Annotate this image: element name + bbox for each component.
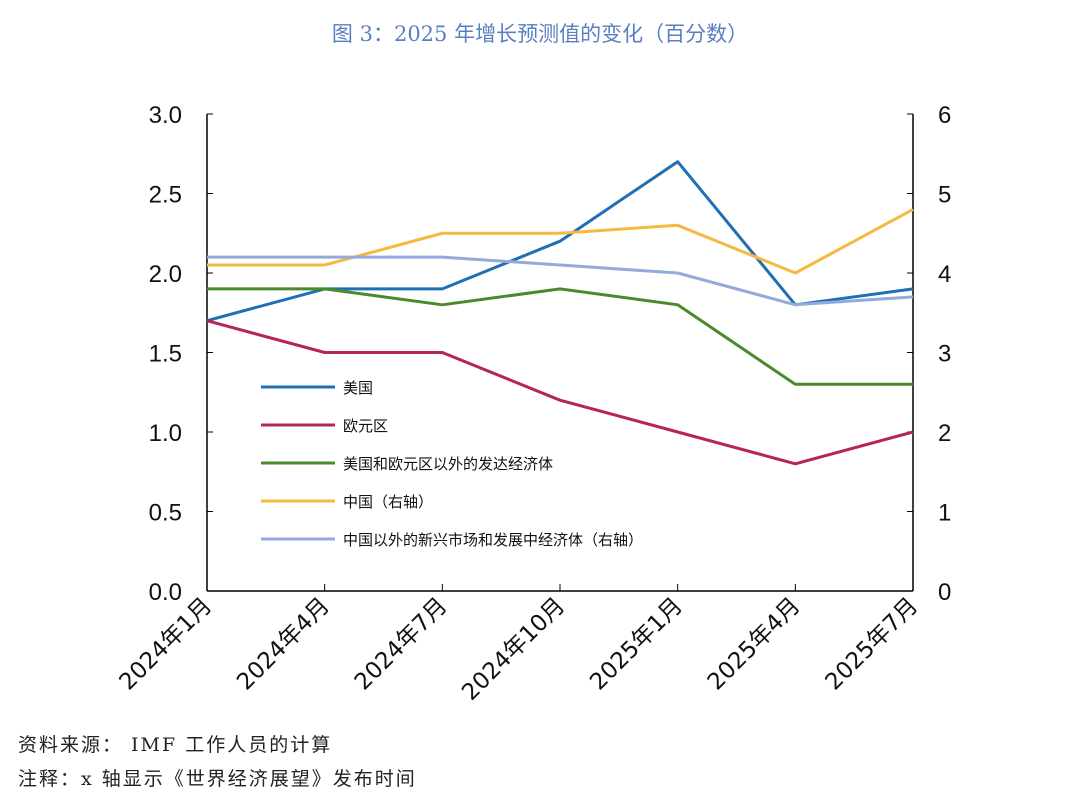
series-line — [207, 255, 914, 307]
axis-note: 注释：x 轴显示《世界经济展望》发布时间 — [18, 768, 417, 790]
series-line — [207, 208, 914, 275]
right-tick-label: 3 — [938, 341, 951, 368]
right-tick-label: 5 — [938, 182, 951, 209]
right-tick-label: 6 — [938, 102, 951, 129]
right-tick-label: 1 — [938, 500, 951, 527]
left-tick-label: 1.0 — [149, 420, 182, 447]
x-tick-label: 2024年4月 — [232, 593, 335, 696]
legend-label: 中国以外的新兴市场和发展中经济体（右轴） — [343, 531, 643, 549]
left-tick-label: 3.0 — [149, 102, 182, 129]
legend-label: 欧元区 — [343, 417, 388, 435]
chart-title: 图 3：2025 年增长预测值的变化（百分数） — [331, 22, 749, 46]
left-tick-label: 0.0 — [149, 579, 182, 606]
x-tick-label: 2024年1月 — [115, 593, 218, 696]
right-tick-label: 4 — [938, 261, 951, 288]
x-tick-label: 2024年7月 — [350, 593, 453, 696]
right-tick-label: 2 — [938, 420, 951, 447]
left-tick-label: 1.5 — [149, 341, 182, 368]
right-tick-label: 0 — [938, 579, 951, 606]
x-tick-label: 2024年10月 — [457, 593, 570, 706]
legend-label: 美国和欧元区以外的发达经济体 — [343, 455, 553, 473]
series-line — [206, 319, 914, 466]
left-tick-label: 2.0 — [149, 261, 182, 288]
left-tick-label: 2.5 — [149, 182, 182, 209]
x-tick-label: 2025年4月 — [703, 593, 806, 696]
x-tick-label: 2025年1月 — [585, 593, 688, 696]
legend-label: 美国 — [343, 379, 373, 397]
legend-label: 中国（右轴） — [343, 493, 433, 511]
series-line — [207, 287, 913, 386]
source-note: 资料来源： IMF 工作人员的计算 — [18, 734, 333, 756]
x-tick-label: 2025年7月 — [821, 593, 924, 696]
left-tick-label: 0.5 — [149, 500, 182, 527]
series-line — [206, 160, 914, 323]
